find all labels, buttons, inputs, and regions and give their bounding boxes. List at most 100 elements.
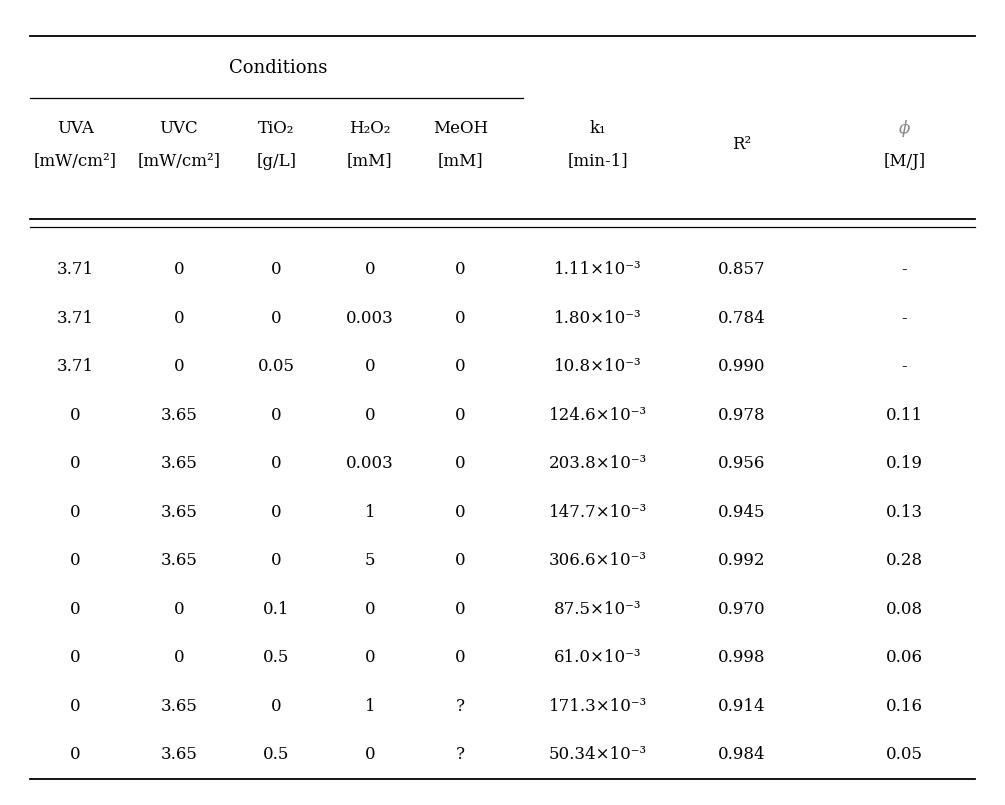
Text: [mM]: [mM] — [437, 152, 483, 170]
Text: 0.5: 0.5 — [263, 746, 289, 763]
Text: 0: 0 — [271, 407, 281, 424]
Text: [mM]: [mM] — [347, 152, 393, 170]
Text: -: - — [901, 310, 908, 327]
Text: 0.998: 0.998 — [718, 650, 766, 667]
Text: 0: 0 — [174, 358, 184, 375]
Text: 0: 0 — [174, 262, 184, 279]
Text: 306.6×10⁻³: 306.6×10⁻³ — [549, 552, 647, 569]
Text: [min-1]: [min-1] — [568, 152, 628, 170]
Text: -: - — [901, 358, 908, 375]
Text: 0.956: 0.956 — [718, 456, 766, 473]
Text: 0.992: 0.992 — [718, 552, 766, 569]
Text: [mW/cm²]: [mW/cm²] — [138, 152, 220, 170]
Text: 3.65: 3.65 — [161, 698, 197, 715]
Text: 0: 0 — [271, 262, 281, 279]
Text: 171.3×10⁻³: 171.3×10⁻³ — [549, 698, 647, 715]
Text: 0: 0 — [271, 504, 281, 521]
Text: 0: 0 — [271, 310, 281, 327]
Text: 0.05: 0.05 — [258, 358, 294, 375]
Text: 0: 0 — [174, 650, 184, 667]
Text: 0.16: 0.16 — [886, 698, 923, 715]
Text: 0: 0 — [365, 358, 375, 375]
Text: UVA: UVA — [57, 120, 93, 138]
Text: 0: 0 — [70, 746, 80, 763]
Text: UVC: UVC — [160, 120, 198, 138]
Text: 0: 0 — [271, 552, 281, 569]
Text: 3.65: 3.65 — [161, 552, 197, 569]
Text: 0.05: 0.05 — [886, 746, 923, 763]
Text: 3.71: 3.71 — [57, 310, 93, 327]
Text: 124.6×10⁻³: 124.6×10⁻³ — [549, 407, 647, 424]
Text: ?: ? — [456, 698, 464, 715]
Text: 1: 1 — [365, 504, 375, 521]
Text: MeOH: MeOH — [433, 120, 487, 138]
Text: 10.8×10⁻³: 10.8×10⁻³ — [554, 358, 642, 375]
Text: 3.65: 3.65 — [161, 407, 197, 424]
Text: [mW/cm²]: [mW/cm²] — [34, 152, 117, 170]
Text: 0.784: 0.784 — [718, 310, 766, 327]
Text: 0.978: 0.978 — [718, 407, 766, 424]
Text: ϕ: ϕ — [898, 120, 911, 138]
Text: [M/J]: [M/J] — [883, 152, 926, 170]
Text: 0: 0 — [70, 456, 80, 473]
Text: 0: 0 — [365, 650, 375, 667]
Text: 0: 0 — [455, 358, 465, 375]
Text: 0.970: 0.970 — [718, 601, 766, 618]
Text: 0.1: 0.1 — [263, 601, 289, 618]
Text: 3.71: 3.71 — [57, 262, 93, 279]
Text: 0: 0 — [455, 650, 465, 667]
Text: 5: 5 — [365, 552, 375, 569]
Text: 0.857: 0.857 — [718, 262, 766, 279]
Text: H₂O₂: H₂O₂ — [349, 120, 391, 138]
Text: 0.11: 0.11 — [886, 407, 923, 424]
Text: 0: 0 — [455, 310, 465, 327]
Text: 0: 0 — [271, 456, 281, 473]
Text: R²: R² — [732, 136, 752, 154]
Text: 0.06: 0.06 — [886, 650, 923, 667]
Text: 0: 0 — [455, 407, 465, 424]
Text: 0.5: 0.5 — [263, 650, 289, 667]
Text: 50.34×10⁻³: 50.34×10⁻³ — [549, 746, 647, 763]
Text: -: - — [901, 262, 908, 279]
Text: 0: 0 — [70, 601, 80, 618]
Text: Conditions: Conditions — [229, 60, 327, 77]
Text: 3.71: 3.71 — [57, 358, 93, 375]
Text: 0: 0 — [365, 601, 375, 618]
Text: 0: 0 — [455, 552, 465, 569]
Text: 3.65: 3.65 — [161, 456, 197, 473]
Text: 0: 0 — [70, 650, 80, 667]
Text: k₁: k₁ — [590, 120, 606, 138]
Text: 0.914: 0.914 — [718, 698, 766, 715]
Text: 0: 0 — [271, 698, 281, 715]
Text: 147.7×10⁻³: 147.7×10⁻³ — [549, 504, 647, 521]
Text: 0.945: 0.945 — [718, 504, 766, 521]
Text: 203.8×10⁻³: 203.8×10⁻³ — [549, 456, 647, 473]
Text: 0.13: 0.13 — [886, 504, 923, 521]
Text: 0: 0 — [455, 262, 465, 279]
Text: 0.28: 0.28 — [886, 552, 923, 569]
Text: 0.990: 0.990 — [718, 358, 766, 375]
Text: 0.08: 0.08 — [886, 601, 923, 618]
Text: 0: 0 — [455, 456, 465, 473]
Text: 0: 0 — [70, 407, 80, 424]
Text: 1.80×10⁻³: 1.80×10⁻³ — [554, 310, 642, 327]
Text: 0: 0 — [174, 310, 184, 327]
Text: 0.003: 0.003 — [346, 310, 394, 327]
Text: 0: 0 — [455, 601, 465, 618]
Text: 0.19: 0.19 — [886, 456, 923, 473]
Text: [g/L]: [g/L] — [256, 152, 296, 170]
Text: 1.11×10⁻³: 1.11×10⁻³ — [554, 262, 642, 279]
Text: 0: 0 — [365, 407, 375, 424]
Text: 3.65: 3.65 — [161, 746, 197, 763]
Text: 0: 0 — [70, 552, 80, 569]
Text: 0: 0 — [174, 601, 184, 618]
Text: 0: 0 — [70, 698, 80, 715]
Text: 1: 1 — [365, 698, 375, 715]
Text: 0.984: 0.984 — [718, 746, 766, 763]
Text: 0: 0 — [365, 746, 375, 763]
Text: 0: 0 — [455, 504, 465, 521]
Text: 87.5×10⁻³: 87.5×10⁻³ — [554, 601, 642, 618]
Text: 61.0×10⁻³: 61.0×10⁻³ — [554, 650, 642, 667]
Text: 3.65: 3.65 — [161, 504, 197, 521]
Text: 0: 0 — [365, 262, 375, 279]
